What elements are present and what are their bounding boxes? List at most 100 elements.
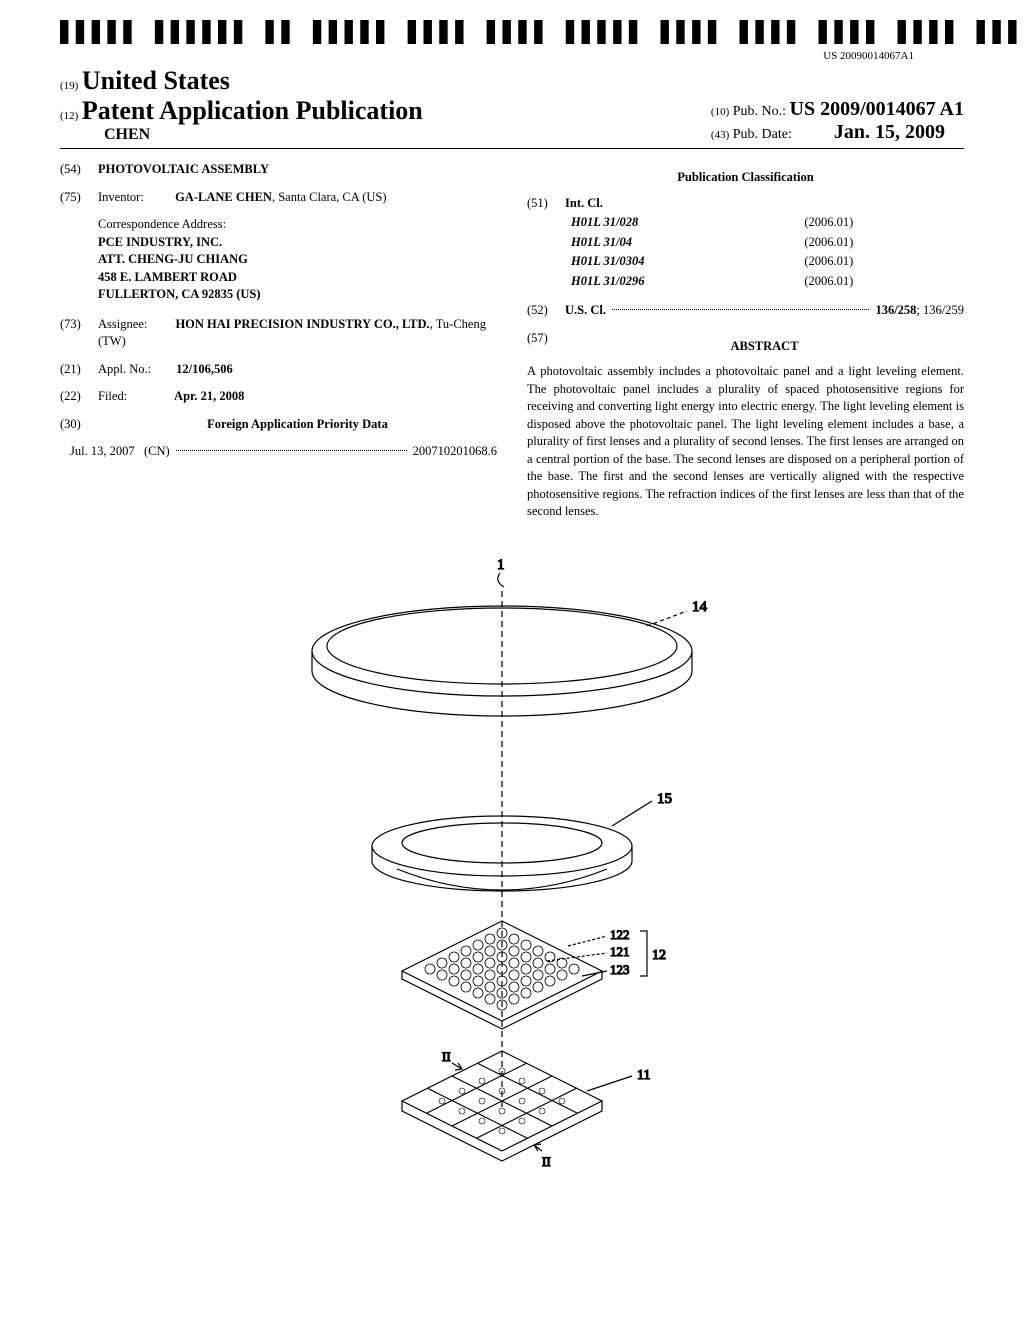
correspondence-line1: PCE INDUSTRY, INC. bbox=[98, 234, 497, 252]
pub-no: US 2009/0014067 A1 bbox=[790, 98, 964, 120]
patent-figure: 1 14 15 bbox=[252, 551, 772, 1201]
priority-heading-section: (30) Foreign Application Priority Data bbox=[60, 416, 497, 434]
barcode-graphic: ▌▌▌▌▌ ▌▌▌▌▌▌ ▌▌ ▌▌▌▌▌ ▌▌▌▌ ▌▌▌▌ ▌▌▌▌▌ ▌▌… bbox=[60, 20, 1024, 44]
country-name: United States bbox=[82, 66, 230, 95]
invention-title: PHOTOVOLTAIC ASSEMBLY bbox=[98, 161, 497, 179]
left-column: (54) PHOTOVOLTAIC ASSEMBLY (75) Inventor… bbox=[60, 161, 497, 521]
fig-ref-123: 123 bbox=[610, 962, 630, 977]
fig-ref-121: 121 bbox=[610, 944, 630, 959]
header-row: (19) United States (12) Patent Applicati… bbox=[60, 66, 964, 149]
code-43: (43) bbox=[711, 129, 729, 141]
inventor-name: GA-LANE CHEN bbox=[175, 190, 272, 204]
appl-no-section: (21) Appl. No.: 12/106,506 bbox=[60, 361, 497, 379]
correspondence-label: Correspondence Address: bbox=[98, 216, 497, 234]
pub-no-label: Pub. No.: bbox=[733, 104, 786, 119]
inventor-section: (75) Inventor: GA-LANE CHEN, Santa Clara… bbox=[60, 189, 497, 207]
fig-ref-12: 12 bbox=[652, 948, 666, 963]
priority-number: 200710201068.6 bbox=[413, 443, 497, 461]
fig-leader bbox=[547, 953, 607, 961]
fig-ref-11: 11 bbox=[637, 1068, 650, 1083]
filed-date: Apr. 21, 2008 bbox=[174, 389, 244, 403]
intcl-code: H01L 31/028 bbox=[567, 214, 798, 232]
code-52: (52) bbox=[527, 302, 565, 320]
code-30: (30) bbox=[60, 416, 98, 434]
assignee-section: (73) Assignee: HON HAI PRECISION INDUSTR… bbox=[60, 316, 497, 351]
inventor-surname: CHEN bbox=[60, 126, 423, 144]
fig-ref-122: 122 bbox=[610, 927, 630, 942]
intcl-code: H01L 31/0296 bbox=[567, 273, 798, 291]
assignee-label: Assignee: bbox=[98, 317, 147, 331]
intcl-row: H01L 31/0296(2006.01) bbox=[567, 273, 962, 291]
fig-arrow bbox=[534, 1144, 542, 1151]
intcl-version: (2006.01) bbox=[800, 234, 962, 252]
intcl-version: (2006.01) bbox=[800, 273, 962, 291]
intcl-version: (2006.01) bbox=[800, 214, 962, 232]
correspondence-address: Correspondence Address: PCE INDUSTRY, IN… bbox=[98, 216, 497, 304]
filed-section: (22) Filed: Apr. 21, 2008 bbox=[60, 388, 497, 406]
fig-arrow bbox=[452, 1063, 462, 1070]
intcl-code: H01L 31/04 bbox=[567, 234, 798, 252]
barcode-text: US 20090014067A1 bbox=[60, 50, 914, 62]
fig-leader bbox=[587, 1076, 632, 1091]
fig-leader bbox=[568, 936, 607, 946]
correspondence-line4: FULLERTON, CA 92835 (US) bbox=[98, 286, 497, 304]
pub-date-label: Pub. Date: bbox=[733, 127, 792, 142]
code-22: (22) bbox=[60, 388, 98, 406]
code-57: (57) bbox=[527, 330, 565, 362]
priority-date: Jul. 13, 2007 bbox=[70, 443, 135, 461]
code-75: (75) bbox=[60, 189, 98, 207]
header-right: (10) Pub. No.: US 2009/0014067 A1 (43) P… bbox=[711, 98, 964, 144]
uscl-section: (52) U.S. Cl. 136/258; 136/259 bbox=[527, 302, 964, 320]
abstract-text: A photovoltaic assembly includes a photo… bbox=[527, 363, 964, 521]
appl-no: 12/106,506 bbox=[176, 362, 233, 376]
classification-heading: Publication Classification bbox=[527, 169, 964, 187]
code-21: (21) bbox=[60, 361, 98, 379]
code-10: (10) bbox=[711, 106, 729, 118]
fig-ref-ii-bottom: II bbox=[542, 1154, 551, 1169]
dots-leader bbox=[176, 450, 407, 451]
barcode-area: ▌▌▌▌▌ ▌▌▌▌▌▌ ▌▌ ▌▌▌▌▌ ▌▌▌▌ ▌▌▌▌ ▌▌▌▌▌ ▌▌… bbox=[60, 20, 964, 62]
correspondence-line3: 458 E. LAMBERT ROAD bbox=[98, 269, 497, 287]
title-section: (54) PHOTOVOLTAIC ASSEMBLY bbox=[60, 161, 497, 179]
uscl-label: U.S. Cl. bbox=[565, 302, 606, 320]
uscl-main: 136/258 bbox=[875, 302, 916, 320]
fig-bracket bbox=[640, 931, 647, 976]
right-column: Publication Classification (51) Int. Cl.… bbox=[527, 161, 964, 521]
appl-no-label: Appl. No.: bbox=[98, 362, 151, 376]
priority-country: (CN) bbox=[144, 443, 170, 461]
assignee-name: HON HAI PRECISION INDUSTRY CO., LTD. bbox=[175, 317, 429, 331]
priority-data-row: Jul. 13, 2007 (CN) 200710201068.6 bbox=[70, 443, 497, 461]
dots-leader bbox=[612, 309, 869, 310]
fig-ref-14: 14 bbox=[692, 599, 708, 615]
fig-leader bbox=[612, 801, 652, 826]
fig-ref-15: 15 bbox=[657, 791, 672, 807]
fig-leader bbox=[498, 573, 504, 587]
code-12: (12) bbox=[60, 110, 78, 122]
intcl-section: (51) Int. Cl. H01L 31/028(2006.01) H01L … bbox=[527, 195, 964, 293]
abstract-heading: ABSTRACT bbox=[565, 338, 964, 356]
intcl-row: H01L 31/028(2006.01) bbox=[567, 214, 962, 232]
code-51: (51) bbox=[527, 195, 565, 293]
fig-ref-ii-top: II bbox=[442, 1049, 451, 1064]
intcl-version: (2006.01) bbox=[800, 253, 962, 271]
intcl-row: H01L 31/0304(2006.01) bbox=[567, 253, 962, 271]
fig-ref-1: 1 bbox=[497, 557, 505, 573]
publication-type: Patent Application Publication bbox=[82, 96, 423, 125]
intcl-row: H01L 31/04(2006.01) bbox=[567, 234, 962, 252]
intcl-table: H01L 31/028(2006.01) H01L 31/04(2006.01)… bbox=[565, 212, 964, 292]
pub-date: Jan. 15, 2009 bbox=[834, 121, 945, 143]
intcl-code: H01L 31/0304 bbox=[567, 253, 798, 271]
uscl-other: ; 136/259 bbox=[916, 302, 964, 320]
intcl-label: Int. Cl. bbox=[565, 195, 964, 213]
correspondence-line2: ATT. CHENG-JU CHIANG bbox=[98, 251, 497, 269]
bibliographic-columns: (54) PHOTOVOLTAIC ASSEMBLY (75) Inventor… bbox=[60, 161, 964, 521]
inventor-label: Inventor: bbox=[98, 190, 144, 204]
code-73: (73) bbox=[60, 316, 98, 351]
priority-heading: Foreign Application Priority Data bbox=[98, 416, 497, 434]
code-19: (19) bbox=[60, 80, 78, 92]
code-54: (54) bbox=[60, 161, 98, 179]
inventor-location: , Santa Clara, CA (US) bbox=[272, 190, 387, 204]
figure-area: 1 14 15 bbox=[60, 551, 964, 1205]
abstract-heading-row: (57) ABSTRACT bbox=[527, 330, 964, 362]
header-left: (19) United States (12) Patent Applicati… bbox=[60, 66, 423, 144]
